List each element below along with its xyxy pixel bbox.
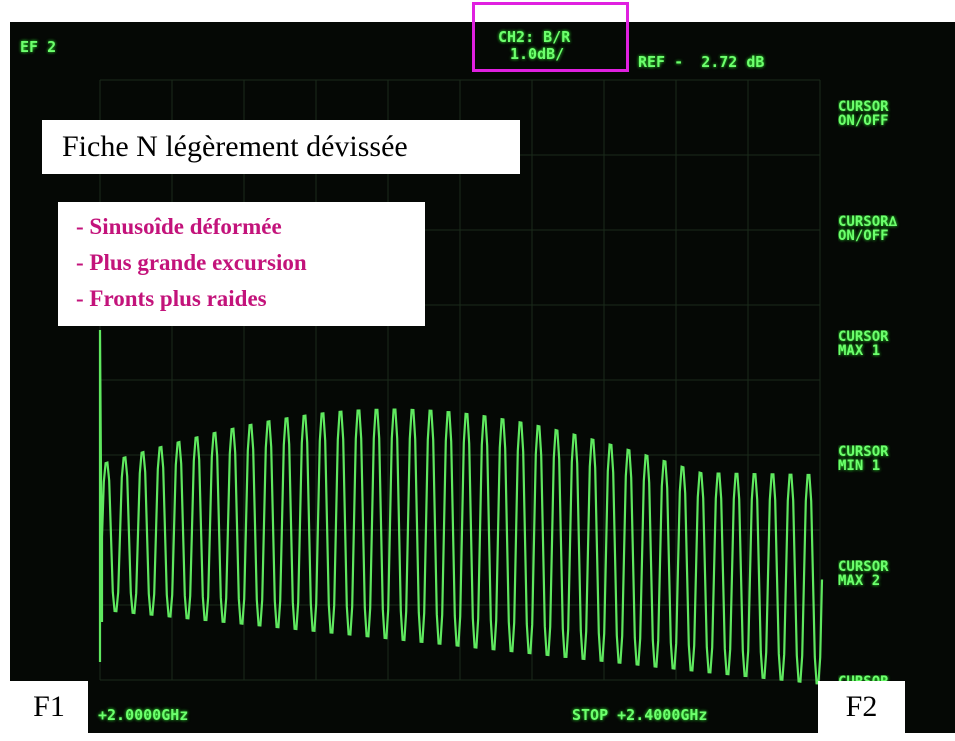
softkey-line: ON/OFF	[838, 114, 948, 128]
softkey-line: CURSOR	[838, 330, 948, 344]
bullet: - Sinusoîde déformée	[76, 214, 425, 250]
softkey-line: MAX 1	[838, 344, 948, 358]
stop-frequency: STOP +2.4000GHz	[572, 708, 707, 723]
softkey-line: ON/OFF	[838, 229, 948, 243]
bullet: - Fronts plus raides	[76, 286, 425, 322]
annotation-bullets: - Sinusoîde déformée - Plus grande excur…	[58, 202, 425, 326]
softkey-line: CURSOR∆	[838, 215, 948, 229]
softkey-line: CURSOR	[838, 100, 948, 114]
softkey-line: MIN 1	[838, 459, 948, 473]
softkey-line: CURSOR	[838, 560, 948, 574]
channel-marker: EF 2	[20, 40, 56, 55]
reference: REF - 2.72 dB	[638, 55, 764, 70]
start-frequency: +2.0000GHz	[98, 708, 188, 723]
bullet: - Plus grande excursion	[76, 250, 425, 286]
softkey: CURSOR∆ON/OFF	[838, 215, 948, 243]
marker-f1: F1	[10, 681, 88, 733]
trace	[100, 330, 822, 683]
softkey-line: MAX 2	[838, 574, 948, 588]
softkey-line: CURSOR	[838, 445, 948, 459]
highlight-box	[472, 2, 629, 72]
page: {"screen":{"channel_marker":"EF 2","chan…	[0, 0, 955, 741]
marker-f2: F2	[818, 681, 905, 733]
annotation-title: Fiche N légèrement dévissée	[42, 120, 520, 174]
